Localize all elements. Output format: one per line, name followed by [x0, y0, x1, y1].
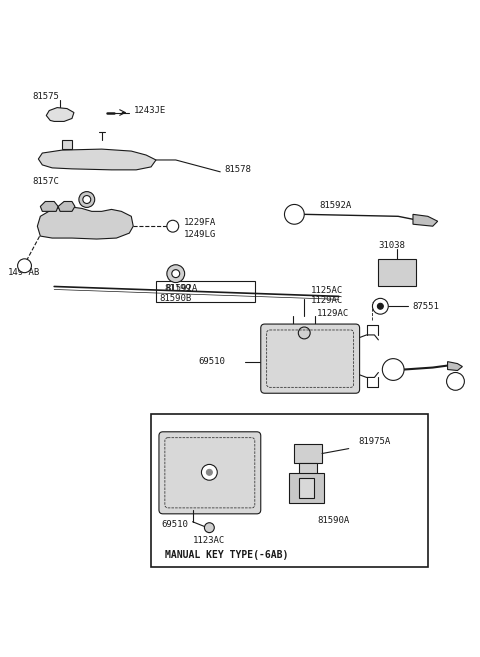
Text: 1129AC: 1129AC: [311, 296, 343, 305]
Text: 69510: 69510: [161, 520, 188, 529]
Circle shape: [172, 269, 180, 278]
Polygon shape: [447, 361, 462, 371]
Circle shape: [167, 220, 179, 232]
Text: 1123AC: 1123AC: [192, 536, 225, 545]
FancyBboxPatch shape: [261, 324, 360, 394]
Circle shape: [372, 298, 388, 314]
Text: MANUAL KEY TYPE(-6AB): MANUAL KEY TYPE(-6AB): [165, 551, 288, 560]
Polygon shape: [40, 202, 58, 212]
Bar: [156, 281, 255, 302]
Circle shape: [79, 192, 95, 208]
Text: 69510: 69510: [199, 357, 226, 366]
Polygon shape: [37, 206, 133, 239]
Circle shape: [18, 259, 32, 273]
Circle shape: [446, 373, 464, 390]
Text: 149'AB: 149'AB: [8, 268, 40, 277]
Polygon shape: [58, 202, 75, 212]
Text: 8157C: 8157C: [33, 177, 60, 186]
Circle shape: [285, 204, 304, 224]
Text: 81575: 81575: [33, 92, 60, 101]
Text: 81590B: 81590B: [159, 294, 191, 303]
Text: 87551: 87551: [412, 302, 439, 311]
Text: 1229FA: 1229FA: [184, 217, 216, 227]
Text: 81199: 81199: [164, 284, 191, 293]
Bar: [294, 443, 322, 463]
Text: 81975A: 81975A: [359, 437, 391, 446]
Text: 31038: 31038: [378, 242, 405, 250]
Circle shape: [204, 523, 214, 533]
Text: 1249LG: 1249LG: [184, 229, 216, 238]
Bar: [151, 414, 428, 567]
Text: 81578: 81578: [224, 166, 251, 174]
Polygon shape: [38, 149, 156, 170]
Circle shape: [202, 464, 217, 480]
Polygon shape: [62, 140, 72, 149]
Circle shape: [83, 196, 91, 204]
Bar: [378, 259, 416, 286]
Text: 1243JE: 1243JE: [134, 106, 167, 115]
FancyBboxPatch shape: [159, 432, 261, 514]
Text: 1125AC: 1125AC: [311, 286, 343, 295]
Text: B: B: [391, 365, 396, 374]
Circle shape: [167, 265, 185, 283]
Text: B: B: [292, 210, 297, 219]
Text: 81592A: 81592A: [166, 284, 198, 293]
Polygon shape: [46, 108, 74, 122]
Circle shape: [298, 327, 310, 339]
Circle shape: [377, 304, 384, 309]
Text: 81590A: 81590A: [317, 516, 349, 525]
Bar: [300, 478, 314, 498]
Bar: [289, 473, 324, 503]
Text: 81592A: 81592A: [319, 201, 351, 210]
Polygon shape: [413, 214, 438, 226]
Text: 1129AC: 1129AC: [317, 309, 349, 318]
Circle shape: [383, 359, 404, 380]
Text: A: A: [453, 377, 458, 386]
Circle shape: [206, 469, 212, 475]
Bar: [300, 463, 317, 475]
